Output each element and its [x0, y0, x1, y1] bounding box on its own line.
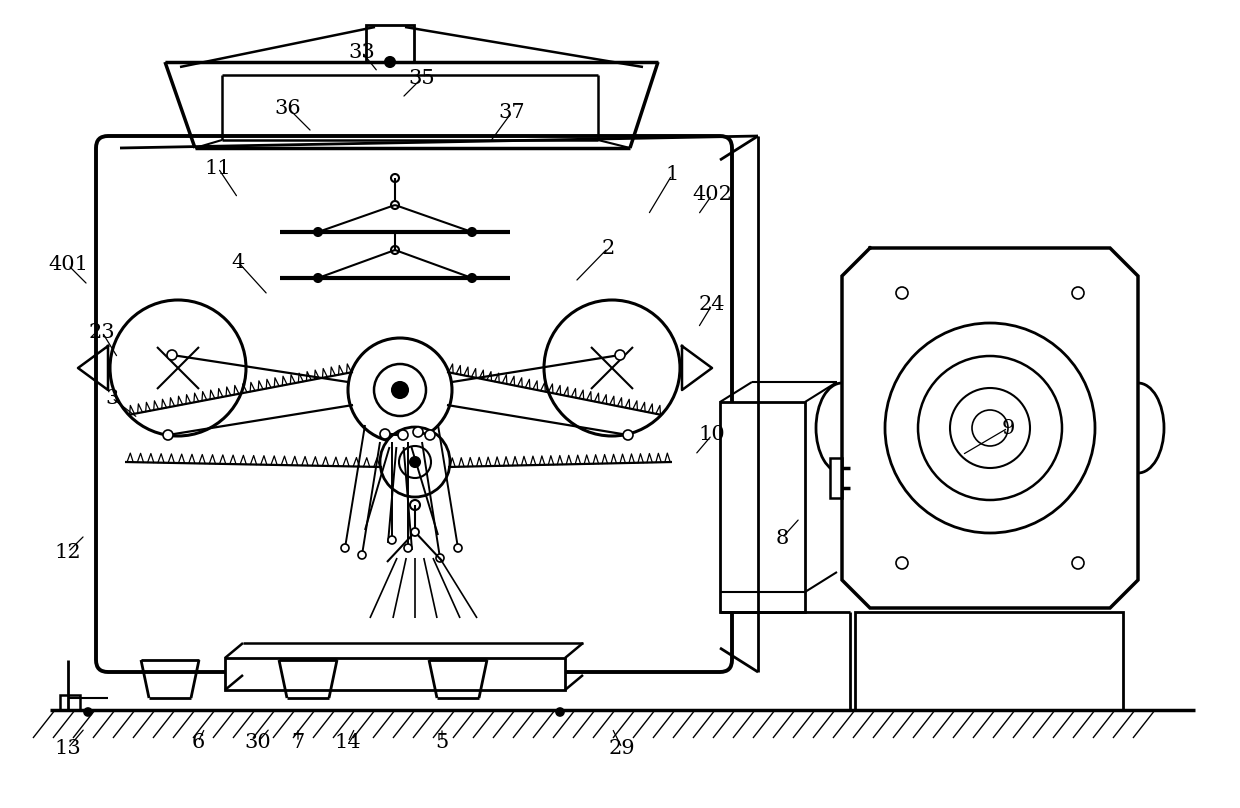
Circle shape — [544, 300, 680, 436]
Circle shape — [374, 364, 427, 416]
Circle shape — [404, 544, 412, 552]
Text: 12: 12 — [55, 542, 82, 562]
Polygon shape — [153, 288, 642, 610]
Circle shape — [467, 228, 476, 236]
Text: 4: 4 — [232, 252, 244, 271]
Circle shape — [556, 708, 564, 716]
Bar — [366, 25, 414, 62]
Circle shape — [162, 430, 174, 440]
Circle shape — [384, 57, 396, 67]
Text: 402: 402 — [692, 186, 732, 204]
Circle shape — [413, 427, 423, 437]
Circle shape — [972, 410, 1008, 446]
Text: 7: 7 — [291, 733, 305, 751]
Bar — [591, 347, 632, 389]
Text: 401: 401 — [48, 255, 88, 275]
Text: 36: 36 — [275, 99, 301, 117]
Circle shape — [392, 382, 408, 398]
Circle shape — [897, 287, 908, 299]
Circle shape — [314, 274, 322, 282]
Text: 33: 33 — [348, 43, 376, 61]
Text: 2: 2 — [601, 238, 615, 258]
Circle shape — [454, 544, 463, 552]
Circle shape — [341, 544, 348, 552]
Bar — [830, 458, 842, 498]
Bar — [224, 658, 565, 690]
Bar — [856, 612, 1123, 710]
Text: 13: 13 — [55, 739, 82, 758]
Text: 24: 24 — [699, 296, 725, 314]
Circle shape — [410, 500, 420, 510]
Circle shape — [348, 338, 453, 442]
Bar — [720, 402, 805, 612]
Bar — [60, 695, 81, 710]
Circle shape — [84, 708, 92, 716]
Circle shape — [950, 388, 1030, 468]
Circle shape — [399, 446, 432, 478]
Circle shape — [1073, 287, 1084, 299]
Circle shape — [391, 174, 399, 182]
Text: 35: 35 — [409, 69, 435, 87]
Text: 9: 9 — [1002, 419, 1014, 437]
Circle shape — [391, 246, 399, 254]
Circle shape — [436, 554, 444, 562]
Text: 1: 1 — [666, 166, 678, 184]
Text: 29: 29 — [609, 739, 635, 758]
Circle shape — [398, 430, 408, 440]
Circle shape — [467, 274, 476, 282]
Circle shape — [358, 551, 366, 559]
Text: 3: 3 — [105, 389, 119, 407]
Circle shape — [314, 228, 322, 236]
Circle shape — [379, 427, 450, 497]
Circle shape — [425, 430, 435, 440]
Circle shape — [885, 323, 1095, 533]
Circle shape — [388, 536, 396, 544]
Circle shape — [1073, 557, 1084, 569]
Text: 30: 30 — [244, 733, 272, 751]
Circle shape — [615, 350, 625, 360]
Text: 14: 14 — [335, 733, 361, 751]
Circle shape — [622, 430, 632, 440]
Circle shape — [897, 557, 908, 569]
Circle shape — [410, 457, 420, 467]
FancyBboxPatch shape — [95, 136, 732, 672]
Text: 6: 6 — [191, 733, 205, 751]
Text: 23: 23 — [89, 322, 115, 342]
Bar — [157, 347, 198, 389]
Circle shape — [167, 350, 177, 360]
Circle shape — [391, 201, 399, 209]
Text: 11: 11 — [205, 158, 232, 178]
Text: 10: 10 — [698, 426, 725, 444]
Text: 5: 5 — [435, 733, 449, 751]
Circle shape — [379, 429, 391, 439]
Text: 8: 8 — [775, 528, 789, 548]
Text: 37: 37 — [498, 103, 526, 121]
Circle shape — [918, 356, 1061, 500]
Circle shape — [410, 528, 419, 536]
Circle shape — [110, 300, 246, 436]
